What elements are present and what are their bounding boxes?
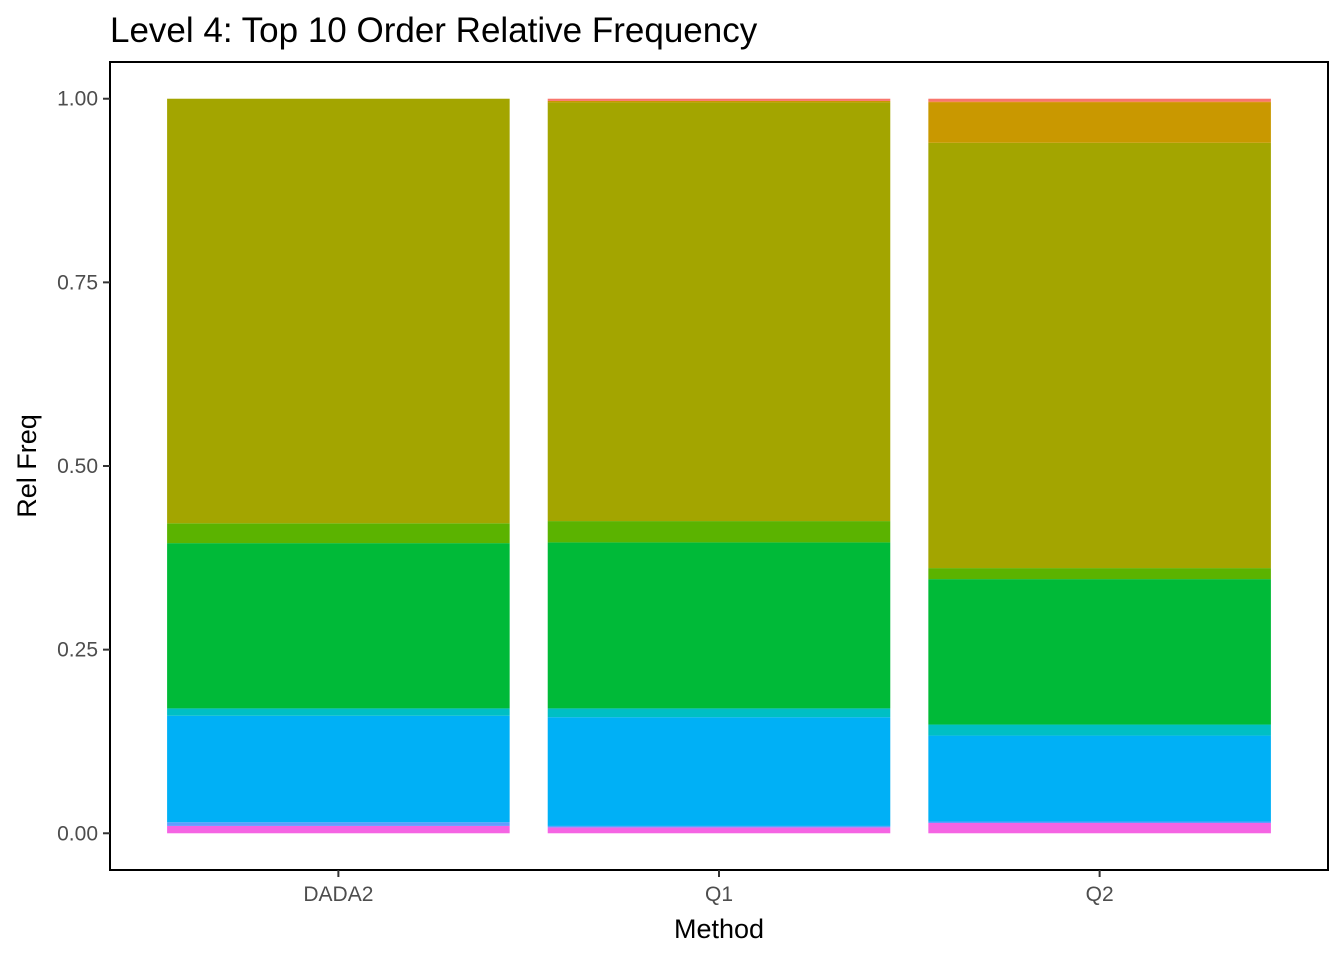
y-tick-label: 0.25 (57, 639, 98, 662)
x-tick-label-q1: Q1 (705, 883, 733, 906)
bar-segment-dada2-5 (167, 523, 510, 544)
bar-segment-q2-1 (928, 821, 1271, 823)
bar-segment-q2-4 (928, 579, 1271, 725)
plot-area (167, 98, 1271, 834)
bar-segment-q2-3 (928, 724, 1271, 736)
bar-segment-q2-5 (928, 568, 1271, 580)
bar-segment-dada2-1 (167, 822, 510, 826)
y-axis: 0.00 0.25 0.50 0.75 1.00 (57, 88, 110, 845)
bar-segment-q1-3 (547, 708, 891, 718)
bar-segment-q1-2 (547, 717, 891, 826)
bar-segment-q2-9 (928, 98, 1271, 102)
y-tick-label: 0.75 (57, 271, 98, 294)
bar-segment-dada2-2 (167, 715, 510, 823)
bar-segment-dada2-3 (167, 708, 510, 716)
bar-segment-q1-4 (547, 542, 891, 709)
bar-segment-q1-5 (547, 521, 891, 543)
bar-segment-q2-2 (928, 735, 1271, 822)
y-axis-title: Rel Freq (12, 414, 42, 518)
bar-segment-dada2-0 (167, 825, 510, 834)
bar-segment-q2-0 (928, 822, 1271, 834)
y-tick-label: 1.00 (57, 88, 98, 111)
y-tick-label: 0.50 (57, 455, 98, 478)
bar-segment-dada2-6 (167, 98, 510, 524)
bar-segment-q1-1 (547, 825, 891, 828)
bar-segment-q1-7 (547, 100, 891, 103)
bar-segment-q2-8 (928, 101, 1271, 103)
bar-segment-q1-0 (547, 827, 891, 834)
bar-segment-q1-6 (547, 102, 891, 522)
bar-segment-dada2-4 (167, 543, 510, 709)
x-tick-label-q2: Q2 (1086, 883, 1114, 906)
x-axis: DADA2 Q1 Q2 (303, 870, 1114, 906)
y-tick-label: 0.00 (57, 822, 98, 845)
bar-segment-q2-7 (928, 102, 1271, 143)
bar-segment-q2-6 (928, 142, 1271, 569)
bar-segment-q1-9 (547, 98, 891, 101)
chart-title: Level 4: Top 10 Order Relative Frequency (110, 11, 758, 50)
x-axis-title: Method (674, 914, 764, 944)
x-tick-label-dada2: DADA2 (303, 883, 373, 906)
